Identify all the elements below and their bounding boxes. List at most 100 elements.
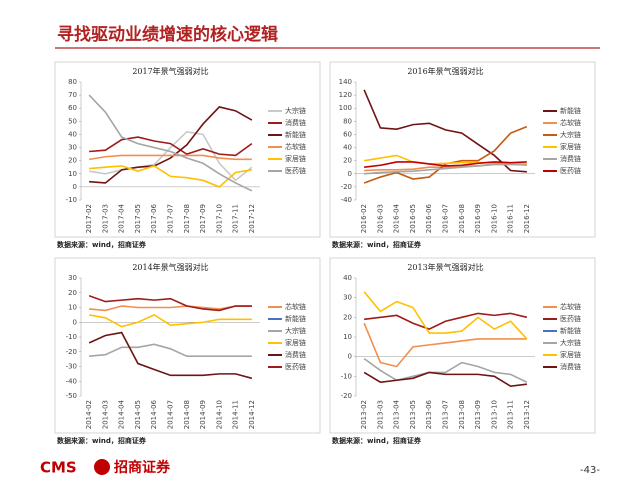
x-tick-label: 2016-03 xyxy=(376,204,384,233)
series-line xyxy=(89,343,252,357)
x-tick-label: 2016-08 xyxy=(458,204,466,233)
series-line xyxy=(89,106,253,184)
y-tick-label: 140 xyxy=(339,78,352,86)
y-tick-label: 0 xyxy=(73,183,77,191)
footer-logo: CMS xyxy=(40,459,77,477)
series-line xyxy=(363,291,528,340)
series-line xyxy=(364,161,527,169)
x-tick-label: 2016-12 xyxy=(523,204,531,233)
y-tick-label: 30 xyxy=(343,294,352,302)
series-line xyxy=(88,294,252,312)
chart-title: 2013年景气强弱对比 xyxy=(407,262,483,272)
y-tick-label: 20 xyxy=(343,313,352,321)
legend-label: 新能链 xyxy=(285,314,306,323)
x-tick-label: 2017-12 xyxy=(248,204,256,233)
y-tick-label: 10 xyxy=(343,333,352,341)
x-tick-label: 2013-10 xyxy=(490,400,498,429)
x-tick-label: 2013-02 xyxy=(360,400,368,429)
series-line xyxy=(363,357,528,383)
y-tick-label: 0 xyxy=(348,353,352,361)
legend-label: 消费链 xyxy=(285,350,306,359)
x-tick-label: 2014-04 xyxy=(118,399,126,429)
x-tick-label: 2013-03 xyxy=(376,400,384,429)
series-line xyxy=(363,322,527,368)
x-tick-label: 2017-08 xyxy=(183,204,191,233)
x-tick-label: 2014-06 xyxy=(150,399,158,429)
x-tick-label: 2017-03 xyxy=(101,204,109,233)
x-tick-label: 2013-07 xyxy=(442,400,450,429)
series-line xyxy=(88,313,252,328)
y-tick-label: 40 xyxy=(68,130,77,138)
series-line xyxy=(89,305,252,312)
series-line xyxy=(88,331,253,380)
chart-title: 2017年景气强弱对比 xyxy=(132,66,208,76)
legend-label: 大宗链 xyxy=(285,326,306,335)
x-tick-label: 2014-03 xyxy=(101,400,109,429)
x-tick-label: 2014-08 xyxy=(183,400,191,429)
y-tick-label: -50 xyxy=(66,392,77,400)
legend-label: 大宗链 xyxy=(560,338,581,347)
y-tick-label: -40 xyxy=(341,196,352,204)
legend-label: 芯软链 xyxy=(285,302,306,311)
legend-label: 芯软链 xyxy=(285,142,306,151)
x-tick-label: 2017-10 xyxy=(215,204,223,233)
y-tick-label: 10 xyxy=(68,304,77,312)
legend-label: 医药链 xyxy=(285,166,306,175)
y-tick-label: 20 xyxy=(68,289,77,297)
y-tick-label: 30 xyxy=(68,274,77,282)
series-line xyxy=(89,165,252,188)
x-tick-label: 2017-05 xyxy=(134,204,142,233)
x-tick-label: 2014-07 xyxy=(167,400,175,429)
x-tick-label: 2014-10 xyxy=(215,400,223,429)
page-number: -43- xyxy=(580,465,600,476)
y-tick-label: 70 xyxy=(68,91,77,99)
chart-title: 2016年景气强弱对比 xyxy=(407,66,483,76)
legend-label: 新能链 xyxy=(560,106,581,115)
x-tick-label: 2013-09 xyxy=(474,400,482,429)
page-title: 寻找驱动业绩增速的核心逻辑 xyxy=(57,24,278,45)
legend-label: 家居链 xyxy=(560,142,581,151)
legend-label: 家居链 xyxy=(285,154,306,163)
legend-label: 消费链 xyxy=(285,118,306,127)
legend-label: 医药链 xyxy=(285,362,306,371)
x-tick-label: 2013-06 xyxy=(425,399,433,429)
logo-mark xyxy=(94,459,110,475)
x-tick-label: 2016-10 xyxy=(490,204,498,233)
x-tick-label: 2017-04 xyxy=(118,203,126,233)
series-line xyxy=(363,125,528,184)
y-tick-label: 60 xyxy=(68,104,77,112)
x-tick-label: 2014-02 xyxy=(85,400,93,429)
x-tick-label: 2016-05 xyxy=(409,204,417,233)
legend-label: 新能链 xyxy=(285,130,306,139)
series-line xyxy=(364,163,527,175)
chart-frame xyxy=(54,61,321,238)
source-note: 数据来源：wind，招商证券 xyxy=(57,240,147,249)
legend-label: 医药链 xyxy=(560,314,581,323)
x-tick-label: 2016-02 xyxy=(360,204,368,233)
source-note: 数据来源：wind，招商证券 xyxy=(57,436,147,445)
y-tick-label: -20 xyxy=(341,392,352,400)
y-tick-label: 40 xyxy=(343,144,352,152)
x-tick-label: 2017-07 xyxy=(167,204,175,233)
x-tick-label: 2017-06 xyxy=(150,203,158,233)
y-tick-label: 0 xyxy=(73,318,77,326)
x-tick-label: 2014-05 xyxy=(134,400,142,429)
y-tick-label: -10 xyxy=(341,372,352,380)
x-tick-label: 2016-09 xyxy=(474,204,482,233)
legend-label: 芯软链 xyxy=(560,302,581,311)
footer-brand: 招商证券 xyxy=(114,459,171,476)
y-tick-label: 60 xyxy=(343,130,352,138)
legend-label: 大宗链 xyxy=(285,106,306,115)
x-tick-label: 2013-12 xyxy=(523,400,531,429)
x-tick-label: 2016-06 xyxy=(425,203,433,233)
y-tick-label: -40 xyxy=(66,377,77,385)
chart-frame xyxy=(329,61,596,238)
series-line xyxy=(88,94,253,192)
x-tick-label: 2016-07 xyxy=(442,204,450,233)
x-tick-label: 2013-08 xyxy=(458,400,466,429)
y-tick-label: 120 xyxy=(339,91,352,99)
x-tick-label: 2017-09 xyxy=(199,204,207,233)
series-line xyxy=(364,312,528,331)
chart-title: 2014年景气强弱对比 xyxy=(132,262,208,272)
x-tick-label: 2013-05 xyxy=(409,400,417,429)
